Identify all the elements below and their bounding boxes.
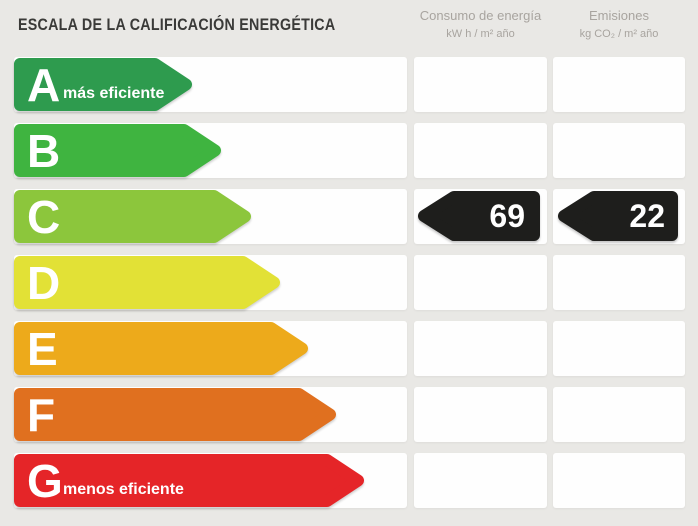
emissions-cell [553, 321, 685, 376]
emissions-units: kg CO₂ / m² año [579, 28, 659, 40]
band-note: menos eficiente [63, 481, 184, 498]
band-row-c: C 69 22 [0, 189, 698, 244]
emissions-cell [553, 387, 685, 442]
rating-scale: A más eficiente B C 69 22 [0, 57, 698, 508]
emissions-rating-value: 22 [629, 198, 665, 234]
consumption-label: Consumo de energía [419, 8, 542, 23]
band-arrow-c-icon [14, 190, 251, 243]
band-letter: E [27, 323, 58, 375]
band-letter: B [27, 125, 61, 177]
column-header-consumption: Consumo de energía kW h / m² año [414, 8, 547, 41]
consumption-cell [414, 255, 547, 310]
band-note: más eficiente [63, 85, 165, 102]
page-title: ESCALA DE LA CALIFICACIÓN ENERGÉTICA [18, 15, 336, 34]
consumption-cell [414, 387, 547, 442]
band-arrow-e-icon [14, 322, 308, 375]
consumption-units: kW h / m² año [446, 28, 515, 40]
band-row-f: F [0, 387, 698, 442]
band-row-g: G menos eficiente [0, 453, 698, 508]
band-arrow-a-icon [14, 58, 192, 111]
emissions-label: Emisiones [589, 8, 649, 23]
consumption-cell [414, 123, 547, 178]
band-letter: F [27, 389, 56, 441]
band-row-b: B [0, 123, 698, 178]
consumption-rating-arrow-icon [418, 191, 540, 241]
band-letter: G [27, 455, 63, 507]
emissions-cell [553, 123, 685, 178]
emissions-rating-arrow-icon [558, 191, 678, 241]
emissions-cell [553, 57, 685, 112]
emissions-cell [553, 255, 685, 310]
band-row-e: E [0, 321, 698, 376]
band-letter: A [27, 59, 61, 111]
band-arrow-g-icon [14, 454, 364, 507]
band-arrow-f-icon [14, 388, 336, 441]
band-arrow-b-icon [14, 124, 221, 177]
band-arrow-d-icon [14, 256, 280, 309]
band-letter: D [27, 257, 61, 309]
consumption-cell [414, 453, 547, 508]
consumption-cell [414, 321, 547, 376]
band-row-a: A más eficiente [0, 57, 698, 112]
band-letter: C [27, 191, 61, 243]
consumption-rating-value: 69 [489, 198, 525, 234]
emissions-cell [553, 453, 685, 508]
band-row-d: D [0, 255, 698, 310]
consumption-cell [414, 57, 547, 112]
column-header-emissions: Emisiones kg CO₂ / m² año [553, 8, 685, 41]
